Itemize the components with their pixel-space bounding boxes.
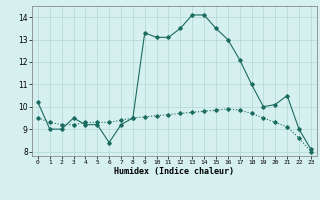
X-axis label: Humidex (Indice chaleur): Humidex (Indice chaleur) bbox=[115, 167, 234, 176]
